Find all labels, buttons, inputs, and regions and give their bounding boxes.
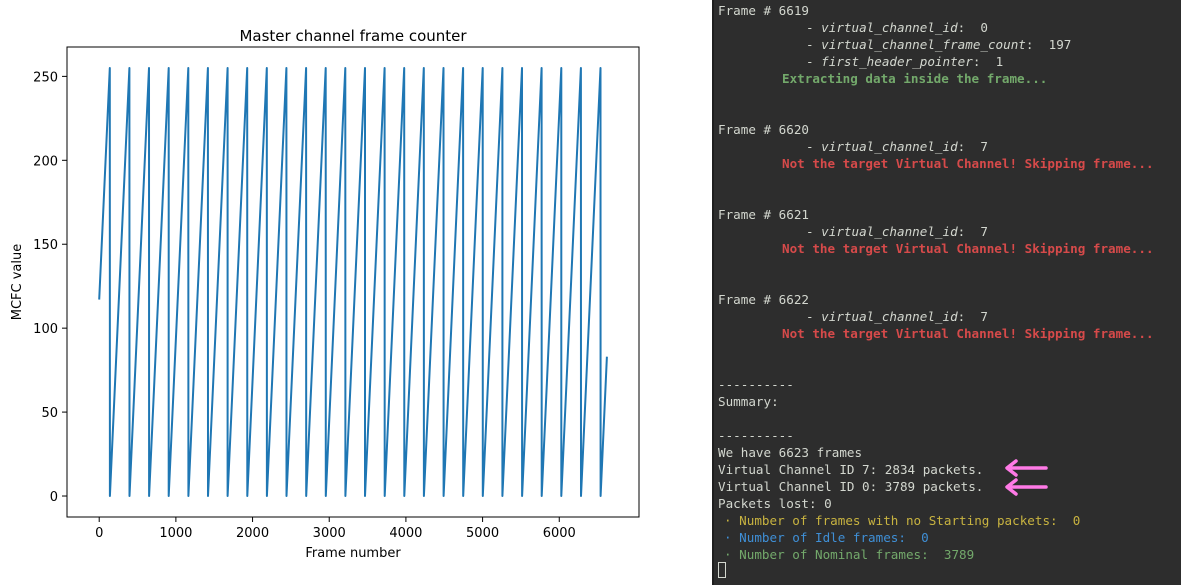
frame-field: - virtual_channel_id: 7 bbox=[806, 224, 988, 239]
separator: ---------- bbox=[718, 377, 794, 392]
stat-nominal-frames: · Number of Nominal frames: 3789 bbox=[724, 547, 975, 562]
frame-field: - virtual_channel_id: 7 bbox=[806, 309, 988, 324]
y-tick-label: 0 bbox=[50, 490, 58, 505]
x-axis-ticks: 0 1000 2000 3000 4000 5000 6000 bbox=[95, 517, 576, 541]
frame-status-message: Not the target Virtual Channel! Skipping… bbox=[782, 241, 1154, 256]
terminal-window[interactable]: Frame # 6619 - virtual_channel_id: 0 - v… bbox=[712, 0, 1181, 585]
frame-field: - virtual_channel_frame_count: 197 bbox=[806, 37, 1072, 52]
summary-vc7-packets: Virtual Channel ID 7: 2834 packets. bbox=[718, 462, 984, 477]
mcfc-chart: Master channel frame counter 0 1000 2000 30… bbox=[10, 27, 640, 561]
frame-field: - first_header_pointer: 1 bbox=[806, 54, 1004, 69]
y-tick-label: 100 bbox=[33, 322, 58, 337]
x-tick-label: 4000 bbox=[389, 526, 422, 541]
x-tick-label: 1000 bbox=[159, 526, 192, 541]
series-line-mcfc bbox=[98, 67, 608, 497]
y-axis-ticks: 0 50 100 150 200 250 bbox=[33, 70, 67, 505]
summary-frames-total: We have 6623 frames bbox=[718, 445, 863, 460]
y-tick-label: 50 bbox=[41, 406, 58, 421]
frame-field: - virtual_channel_id: 7 bbox=[806, 139, 988, 154]
x-tick-label: 6000 bbox=[543, 526, 576, 541]
x-tick-label: 0 bbox=[95, 526, 103, 541]
chart-title: Master channel frame counter bbox=[239, 27, 467, 45]
summary-packets-lost: Packets lost: 0 bbox=[718, 496, 832, 511]
y-tick-label: 200 bbox=[33, 154, 58, 169]
y-axis-label: MCFC value bbox=[10, 244, 25, 321]
frame-header: Frame # 6620 bbox=[718, 122, 809, 137]
terminal-cursor bbox=[718, 562, 726, 578]
summary-vc0-packets: Virtual Channel ID 0: 3789 packets. bbox=[718, 479, 984, 494]
stat-idle-frames: · Number of Idle frames: 0 bbox=[724, 530, 929, 545]
summary-label: Summary: bbox=[718, 394, 779, 409]
y-tick-label: 250 bbox=[33, 70, 58, 85]
left-arrow-icon bbox=[1005, 478, 1048, 496]
frame-status-message: Extracting data inside the frame... bbox=[782, 71, 1048, 86]
frame-status-message: Not the target Virtual Channel! Skipping… bbox=[782, 156, 1154, 171]
frame-header: Frame # 6622 bbox=[718, 292, 809, 307]
y-tick-label: 150 bbox=[33, 238, 58, 253]
frame-field: - virtual_channel_id: 0 bbox=[806, 20, 988, 35]
frame-header: Frame # 6619 bbox=[718, 3, 809, 18]
plot-pane: Master channel frame counter 0 1000 2000 30… bbox=[10, 27, 640, 561]
x-tick-label: 2000 bbox=[236, 526, 269, 541]
frame-status-message: Not the target Virtual Channel! Skipping… bbox=[782, 326, 1154, 341]
left-arrow-icon bbox=[1005, 459, 1048, 477]
separator: ---------- bbox=[718, 428, 794, 443]
x-axis-label: Frame number bbox=[305, 546, 401, 561]
stat-no-starting-packets: · Number of frames with no Starting pack… bbox=[724, 513, 1081, 528]
frame-header: Frame # 6621 bbox=[718, 207, 809, 222]
x-tick-label: 5000 bbox=[466, 526, 499, 541]
plot-frame bbox=[66, 46, 640, 518]
x-tick-label: 3000 bbox=[313, 526, 346, 541]
